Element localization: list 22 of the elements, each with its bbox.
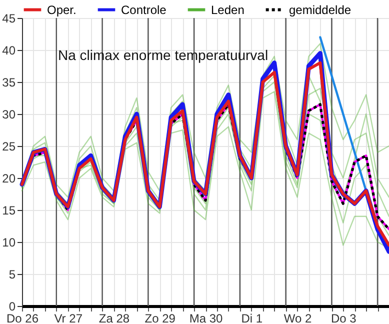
y-tick-label: 20 (2, 172, 16, 186)
y-tick-label: 5 (8, 268, 16, 282)
legend-label: Oper. (47, 2, 76, 17)
x-tick-label: Vr 27 (54, 312, 83, 324)
x-tick-label: Di 1 (241, 312, 263, 324)
x-tick-label: Ma 30 (189, 312, 223, 324)
y-tick-label: 0 (8, 300, 16, 314)
y-tick-label: 40 (2, 44, 16, 58)
y-tick-label: 15 (2, 204, 16, 218)
y-tick-label: 10 (2, 236, 16, 250)
legend-label: gemiddelde (289, 2, 352, 17)
x-tick-label: Do 3 (330, 312, 357, 324)
x-tick-label: Za 28 (98, 312, 130, 324)
legend-label: Leden (211, 2, 244, 17)
x-tick-label: Zo 29 (144, 312, 176, 324)
x-tick-label: Do 26 (6, 312, 39, 324)
y-tick-label: 45 (2, 12, 16, 26)
y-tick-label: 30 (2, 108, 16, 122)
x-tick-label: Wo 2 (284, 312, 312, 324)
y-tick-label: 25 (2, 140, 16, 154)
y-tick-label: 35 (2, 76, 16, 90)
legend-label: Controle (121, 2, 167, 17)
